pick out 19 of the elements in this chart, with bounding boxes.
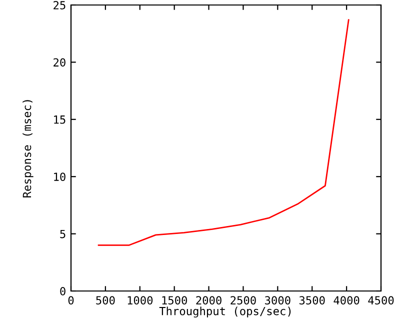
- y-tick-label: 0: [60, 287, 66, 296]
- x-tick-label: 3000: [265, 296, 290, 305]
- y-tick-label: 10: [54, 172, 66, 182]
- y-tick-label: 25: [54, 1, 66, 10]
- x-tick-label: 0: [68, 296, 74, 305]
- x-tick-label: 1500: [162, 296, 187, 305]
- x-tick-label: 3500: [299, 296, 325, 305]
- x-tick-label: 2500: [230, 296, 256, 305]
- x-tick-label: 500: [96, 296, 115, 305]
- x-tick-label: 1000: [128, 296, 153, 305]
- y-tick-label: 20: [54, 58, 66, 67]
- x-axis-title: Throughput (ops/sec): [159, 306, 291, 318]
- line-series: [98, 19, 350, 246]
- y-axis-title: Response (msec): [22, 100, 34, 198]
- y-tick-label: 5: [60, 230, 66, 238]
- x-tick-label: 2000: [196, 296, 222, 305]
- y-tick-label: 15: [54, 116, 66, 124]
- x-tick-label: 4000: [334, 296, 360, 305]
- x-tick-label: 4500: [368, 296, 394, 305]
